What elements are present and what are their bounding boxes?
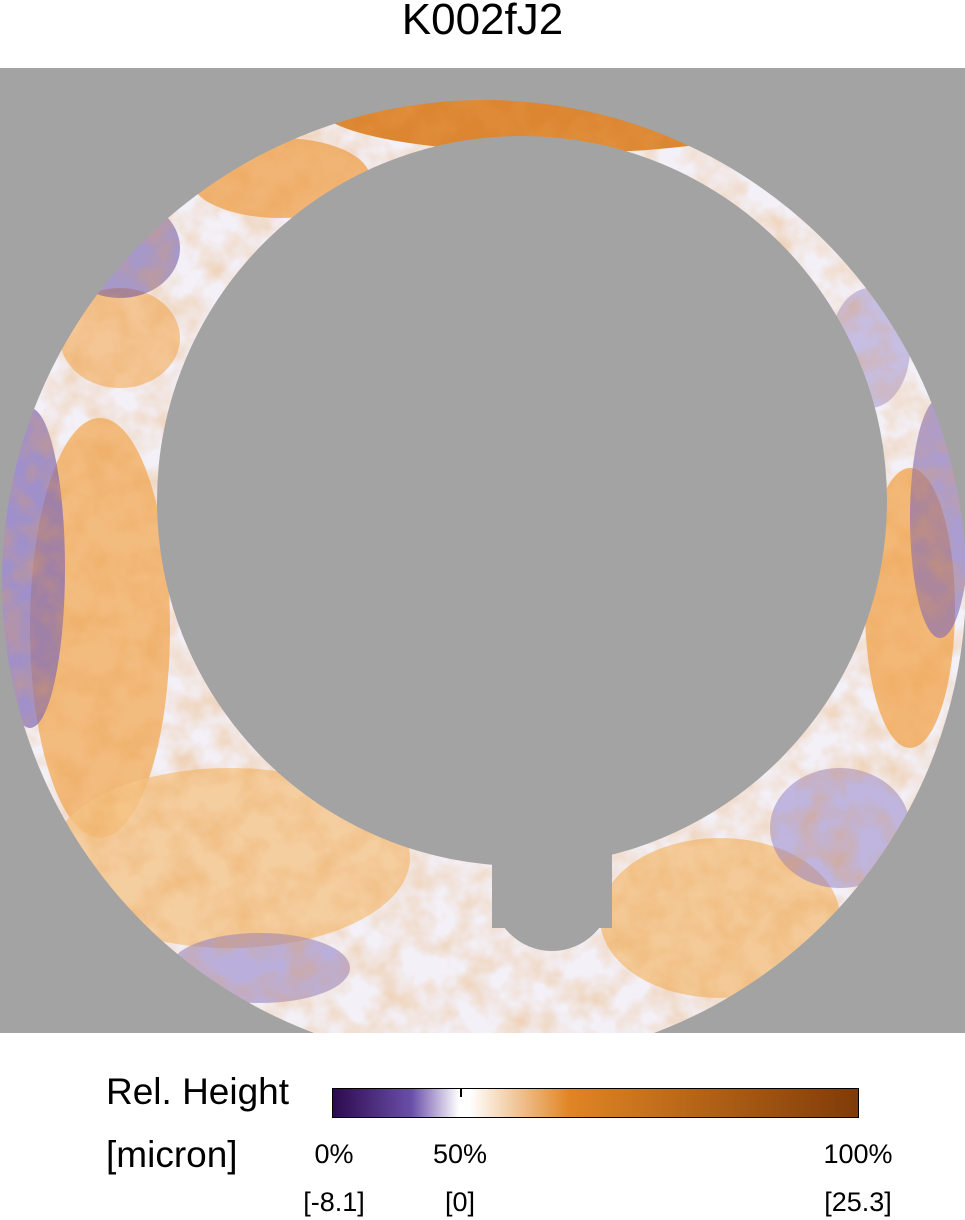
measured-ring [0, 68, 965, 1033]
colorbar-label-line2: [micron] [106, 1134, 238, 1175]
colorbar-label-line1: Rel. Height [106, 1071, 290, 1112]
tick-value-max: [25.3] [824, 1187, 892, 1217]
tick-label-50-percent: 50% [432, 1139, 488, 1169]
height-map [0, 68, 965, 1033]
plot-title: K002fJ2 [401, 0, 564, 44]
tick-label-100-percent: 100% [823, 1139, 893, 1169]
colorbar-mid-tick [460, 1088, 462, 1097]
tick-value-min: [-8.1] [303, 1187, 365, 1217]
tick-label-0-percent: 0% [314, 1139, 354, 1169]
colorbar [332, 1088, 859, 1118]
tick-value-zero: [0] [444, 1187, 476, 1217]
